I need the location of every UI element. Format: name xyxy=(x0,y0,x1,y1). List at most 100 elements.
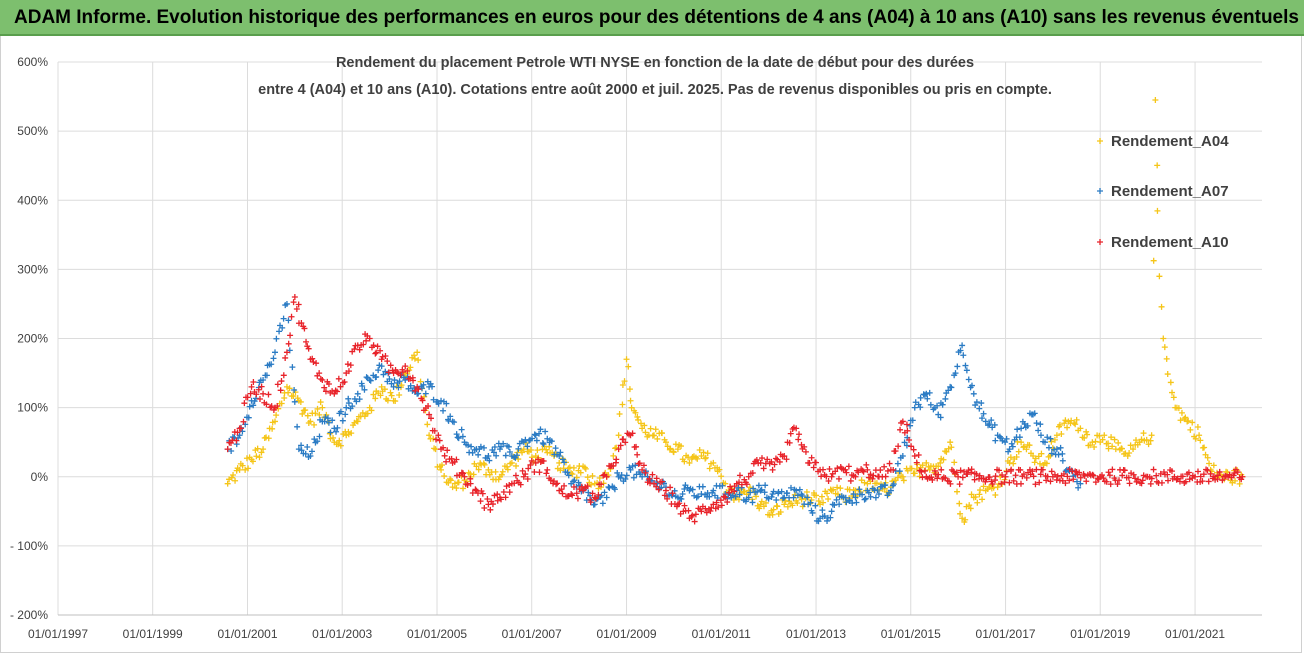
data-point xyxy=(1199,478,1206,485)
data-point xyxy=(386,375,393,382)
data-point xyxy=(886,460,893,467)
data-point xyxy=(962,516,969,523)
data-point xyxy=(330,434,337,441)
data-point xyxy=(470,471,477,478)
data-point xyxy=(1215,472,1222,479)
data-point xyxy=(458,469,465,476)
data-point xyxy=(361,386,368,393)
data-point xyxy=(407,364,414,371)
data-point xyxy=(716,466,723,473)
data-point xyxy=(244,394,251,401)
data-point xyxy=(686,459,693,466)
legend: Rendement_A04 Rendement_A07 Rendement_A10 xyxy=(1097,133,1229,251)
data-point xyxy=(977,487,984,494)
data-point xyxy=(600,472,607,479)
data-point xyxy=(224,446,231,453)
data-point xyxy=(1075,484,1082,491)
data-point xyxy=(500,440,507,447)
data-point xyxy=(722,494,729,501)
data-point xyxy=(916,473,923,480)
data-point xyxy=(669,490,676,497)
data-point xyxy=(272,418,279,425)
data-point xyxy=(312,410,319,417)
data-point xyxy=(1089,471,1096,478)
legend-label: Rendement_A07 xyxy=(1111,183,1229,200)
data-point xyxy=(274,403,281,410)
data-point xyxy=(269,425,276,432)
data-point xyxy=(968,491,975,498)
data-point xyxy=(348,430,355,437)
data-point xyxy=(280,372,287,379)
data-point xyxy=(809,509,816,516)
data-point xyxy=(273,335,280,342)
data-point xyxy=(1020,444,1027,451)
data-point xyxy=(258,449,265,456)
data-point xyxy=(443,458,450,465)
data-point xyxy=(855,469,862,476)
y-tick-label: 300% xyxy=(17,262,48,276)
data-point xyxy=(956,500,963,507)
data-point xyxy=(240,418,247,425)
data-point xyxy=(494,491,501,498)
data-point xyxy=(522,471,529,478)
data-point xyxy=(1116,477,1123,484)
data-point xyxy=(918,468,925,475)
data-point xyxy=(245,414,252,421)
data-point xyxy=(431,427,438,434)
data-point xyxy=(395,384,402,391)
data-point xyxy=(356,346,363,353)
data-point xyxy=(954,363,961,370)
data-point xyxy=(337,383,344,390)
data-point xyxy=(378,363,385,370)
data-point xyxy=(1007,454,1014,461)
data-point xyxy=(908,443,915,450)
data-point xyxy=(864,480,871,487)
data-point xyxy=(638,420,645,427)
data-point xyxy=(954,488,961,495)
data-point xyxy=(622,439,629,446)
data-point xyxy=(917,404,924,411)
data-point xyxy=(1073,416,1080,423)
data-point xyxy=(557,467,564,474)
data-point xyxy=(843,469,850,476)
data-point xyxy=(787,484,794,491)
data-point xyxy=(363,374,370,381)
data-point xyxy=(1051,436,1058,443)
data-point xyxy=(565,472,572,479)
data-point xyxy=(1140,430,1147,437)
data-point xyxy=(974,499,981,506)
data-point xyxy=(1145,441,1152,448)
data-point xyxy=(505,443,512,450)
data-point xyxy=(973,471,980,478)
data-point xyxy=(802,448,809,455)
data-point xyxy=(670,449,677,456)
data-point xyxy=(1174,475,1181,482)
data-point xyxy=(971,476,978,483)
data-point xyxy=(291,387,298,394)
data-point xyxy=(824,517,831,524)
data-point xyxy=(627,466,634,473)
data-point xyxy=(672,441,679,448)
data-point xyxy=(612,445,619,452)
data-point xyxy=(754,488,761,495)
data-point xyxy=(1138,480,1145,487)
data-point xyxy=(724,499,731,506)
data-point xyxy=(345,395,352,402)
data-point xyxy=(819,466,826,473)
data-point xyxy=(1035,427,1042,434)
data-point xyxy=(1020,471,1027,478)
data-point xyxy=(234,429,241,436)
data-point xyxy=(1041,439,1048,446)
data-point xyxy=(368,407,375,414)
data-point xyxy=(929,476,936,483)
data-point xyxy=(636,460,643,467)
data-point xyxy=(263,401,270,408)
data-point xyxy=(1115,439,1122,446)
data-point xyxy=(952,370,959,377)
data-point xyxy=(1074,478,1080,485)
data-point xyxy=(1200,471,1207,478)
data-point xyxy=(623,356,630,363)
data-point xyxy=(1148,475,1155,482)
data-point xyxy=(821,513,828,520)
data-point xyxy=(570,484,577,491)
